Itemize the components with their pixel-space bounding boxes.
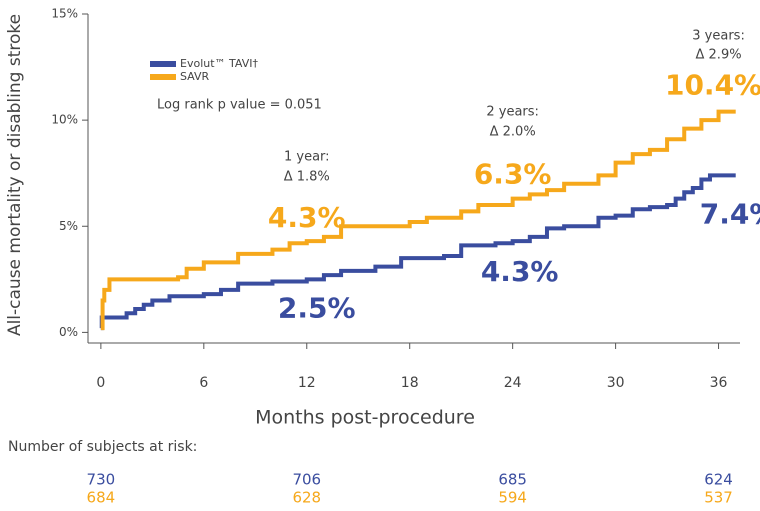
data-label: 7.4% <box>700 197 760 230</box>
data-label: 10.4% <box>665 69 760 102</box>
callout-header: 1 year: <box>284 150 330 165</box>
at-risk-value: 537 <box>704 489 733 507</box>
at-risk-value: 730 <box>87 471 116 489</box>
annotation: Log rank p value = 0.051 <box>157 98 322 113</box>
series-line <box>99 173 736 331</box>
at-risk-value: 624 <box>704 471 733 489</box>
callout-delta: Δ 2.9% <box>696 48 742 63</box>
data-label: 4.3% <box>481 255 559 288</box>
x-tick-label: 36 <box>710 375 728 391</box>
x-axis-label: Months post-procedure <box>255 407 475 429</box>
x-tick-label: 6 <box>199 375 208 391</box>
data-label: 6.3% <box>474 158 552 191</box>
y-axis-label: All-cause mortality or disabling stroke <box>5 14 25 336</box>
data-label: 2.5% <box>278 291 356 324</box>
at-risk-value: 628 <box>292 489 321 507</box>
series-line <box>100 109 736 331</box>
at-risk-value: 684 <box>87 489 116 507</box>
legend-label: SAVR <box>180 70 210 83</box>
at-risk-value: 594 <box>498 489 527 507</box>
x-tick-label: 18 <box>401 375 419 391</box>
y-tick-label: 5% <box>59 219 78 233</box>
callout-header: 2 years: <box>486 105 539 120</box>
x-tick-label: 12 <box>298 375 316 391</box>
y-tick-label: 0% <box>59 325 78 339</box>
y-tick-label: 10% <box>51 113 78 127</box>
at-risk-title: Number of subjects at risk: <box>8 439 197 455</box>
y-tick-label: 15% <box>51 7 78 21</box>
callout-header: 3 years: <box>692 29 745 44</box>
legend-swatch <box>150 74 176 80</box>
legend-label: Evolut™ TAVI† <box>180 57 258 70</box>
x-tick-label: 0 <box>96 375 105 391</box>
data-label: 4.3% <box>268 201 346 234</box>
callout-delta: Δ 1.8% <box>284 170 330 185</box>
callout-delta: Δ 2.0% <box>490 125 536 140</box>
legend-swatch <box>150 61 176 67</box>
x-tick-label: 24 <box>504 375 522 391</box>
x-tick-label: 30 <box>607 375 625 391</box>
at-risk-value: 706 <box>292 471 321 489</box>
at-risk-value: 685 <box>498 471 527 489</box>
